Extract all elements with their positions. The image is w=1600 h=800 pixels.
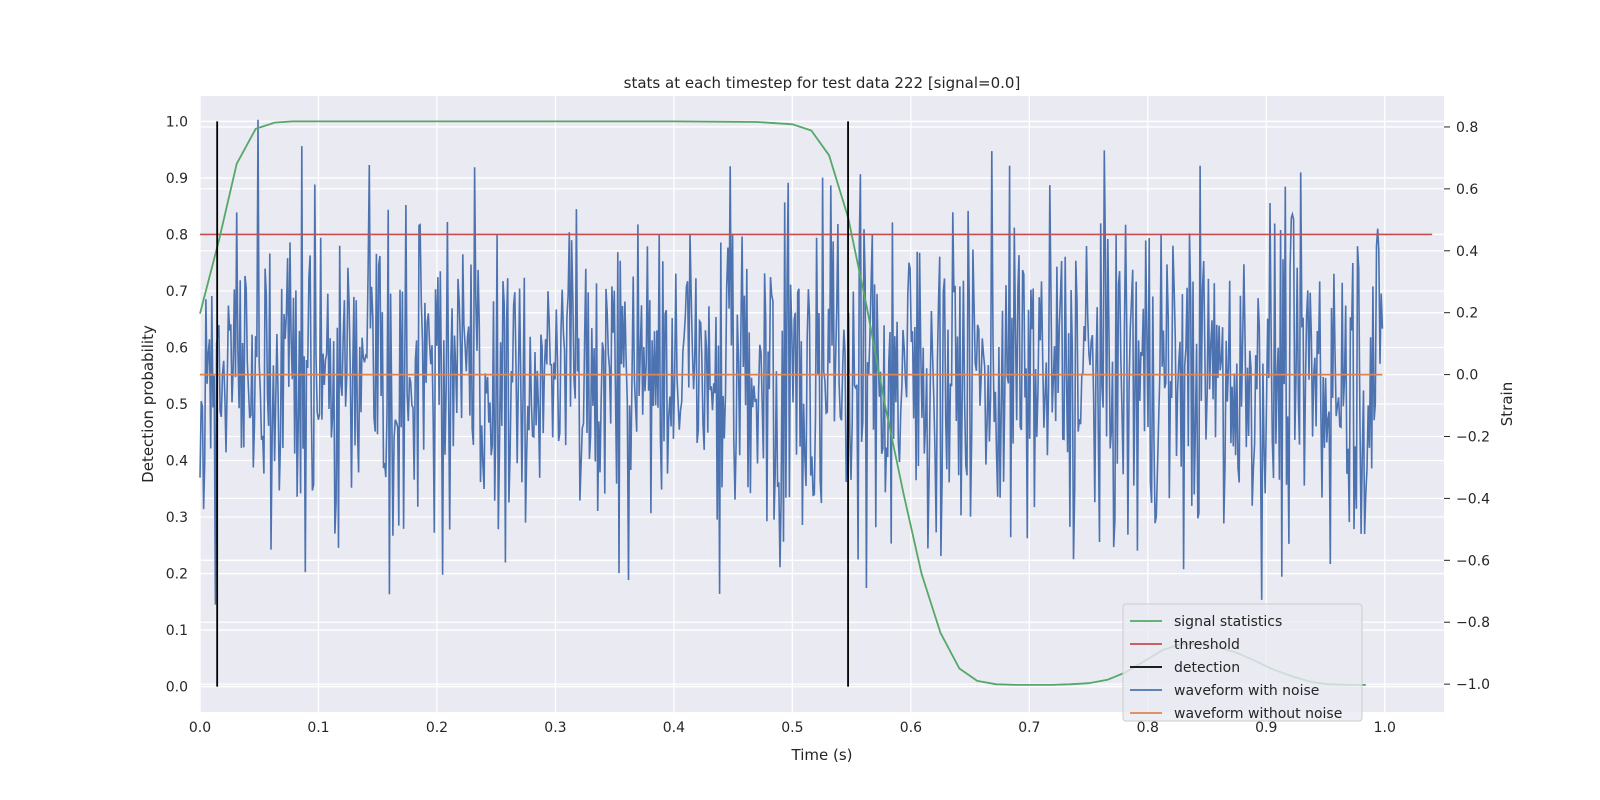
- y-left-tick-label: 0.9: [166, 171, 188, 187]
- y-right-tick-label: −0.6: [1456, 553, 1490, 569]
- legend: signal statistics threshold detection wavef…: [1122, 603, 1363, 722]
- waveform-with-noise-line: [199, 119, 1384, 605]
- y-axis-label-left: Detection probability: [139, 325, 157, 483]
- y-left-tick-label: 1.0: [166, 114, 188, 130]
- y-left-tick-label: 0.5: [166, 397, 188, 413]
- legend-label: signal statistics: [1174, 614, 1282, 630]
- x-tick-label: 0.8: [1137, 720, 1159, 736]
- y-left-tick-label: 0.8: [166, 227, 188, 243]
- x-tick-label: 0.0: [189, 720, 211, 736]
- y-right-tick-label: 0.8: [1456, 120, 1478, 136]
- y-right-tick-label: 0.6: [1456, 182, 1478, 198]
- y-left-tick-label: 0.4: [166, 454, 188, 470]
- y-right-tick-label: −0.2: [1456, 430, 1490, 446]
- x-tick-label: 0.3: [544, 720, 566, 736]
- x-tick-label: 0.5: [781, 720, 803, 736]
- legend-box: [1122, 603, 1363, 722]
- y-right-tick-label: −0.4: [1456, 491, 1490, 507]
- x-tick-label: 0.2: [426, 720, 448, 736]
- x-tick-label: 1.0: [1374, 720, 1396, 736]
- y-left-tick-label: 0.2: [166, 567, 188, 583]
- legend-label: waveform without noise: [1174, 706, 1342, 722]
- y-right-tick-label: 0.0: [1456, 368, 1478, 384]
- x-tick-label: 0.7: [1018, 720, 1040, 736]
- y-left-tick-label: 0.3: [166, 510, 188, 526]
- x-tick-label: 0.4: [663, 720, 685, 736]
- y-right-tick-label: −1.0: [1456, 677, 1490, 693]
- y-left-tick-label: 0.7: [166, 284, 188, 300]
- y-left-tick-label: 0.1: [166, 623, 188, 639]
- y-right-tick-label: −0.8: [1456, 615, 1490, 631]
- legend-label: threshold: [1174, 637, 1240, 653]
- x-axis-label: Time (s): [791, 746, 853, 764]
- legend-label: detection: [1174, 660, 1240, 676]
- y-right-tick-label: 0.2: [1456, 306, 1478, 322]
- y-axis-label-right: Strain: [1498, 382, 1516, 426]
- tick-labels: 0.0 0.1 0.2 0.3 0.4 0.5 0.6 0.7 0.8 0.9 1.0 0.0 0.1 0…: [166, 114, 1490, 736]
- y-left-tick-label: 0.6: [166, 340, 188, 356]
- x-tick-label: 0.1: [307, 720, 329, 736]
- y-right-tick-label: 0.4: [1456, 244, 1478, 260]
- x-tick-label: 0.6: [900, 720, 922, 736]
- x-tick-label: 0.9: [1255, 720, 1277, 736]
- legend-label: waveform with noise: [1174, 683, 1319, 699]
- y-left-tick-label: 0.0: [166, 680, 188, 696]
- chart-title: stats at each timestep for test data 222…: [624, 74, 1021, 92]
